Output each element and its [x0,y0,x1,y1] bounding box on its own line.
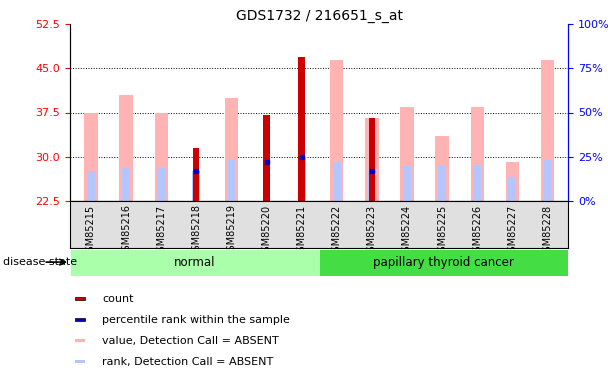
Bar [471,106,484,201]
Bar [122,168,130,201]
Bar [365,118,379,201]
Bar [368,171,376,201]
Bar [435,136,449,201]
Bar [474,165,481,201]
Text: GSM85223: GSM85223 [367,204,377,258]
Text: percentile rank within the sample: percentile rank within the sample [102,315,290,324]
Text: disease state: disease state [3,257,77,267]
Bar [263,162,271,201]
Bar [508,177,516,201]
Bar [368,118,375,201]
Bar [298,157,305,201]
Bar [75,339,85,342]
Text: GSM85215: GSM85215 [86,204,96,258]
Text: GSM85221: GSM85221 [297,204,306,258]
Bar [225,98,238,201]
Bar [438,165,446,201]
Bar [193,148,199,201]
Bar [193,171,200,201]
Text: GSM85220: GSM85220 [261,204,272,258]
Text: GSM85222: GSM85222 [332,204,342,258]
Bar [75,360,85,363]
Text: GSM85226: GSM85226 [472,204,482,258]
Text: value, Detection Call = ABSENT: value, Detection Call = ABSENT [102,336,279,346]
Bar [75,297,85,300]
Bar [333,162,340,201]
Bar [154,112,168,201]
Text: GSM85224: GSM85224 [402,204,412,258]
Text: GSM85225: GSM85225 [437,204,447,258]
Bar [544,159,551,201]
Text: normal: normal [174,256,215,268]
Text: GSM85228: GSM85228 [542,204,553,258]
Text: GSM85218: GSM85218 [192,204,201,257]
Text: count: count [102,294,134,303]
Bar [227,159,235,201]
Bar [85,112,98,201]
Bar [75,318,85,321]
Bar [319,249,568,276]
Bar [87,171,95,201]
Bar [506,162,519,201]
Title: GDS1732 / 216651_s_at: GDS1732 / 216651_s_at [236,9,402,23]
Bar [70,249,319,276]
Text: GSM85216: GSM85216 [121,204,131,257]
Text: papillary thyroid cancer: papillary thyroid cancer [373,256,514,268]
Bar [157,168,165,201]
Bar [541,60,554,201]
Bar [403,165,411,201]
Bar [263,116,270,201]
Text: GSM85219: GSM85219 [226,204,237,257]
Text: GSM85227: GSM85227 [507,204,517,258]
Bar [299,57,305,201]
Text: GSM85217: GSM85217 [156,204,166,258]
Bar [119,95,133,201]
Bar [400,106,413,201]
Text: rank, Detection Call = ABSENT: rank, Detection Call = ABSENT [102,357,274,367]
Bar [330,60,344,201]
